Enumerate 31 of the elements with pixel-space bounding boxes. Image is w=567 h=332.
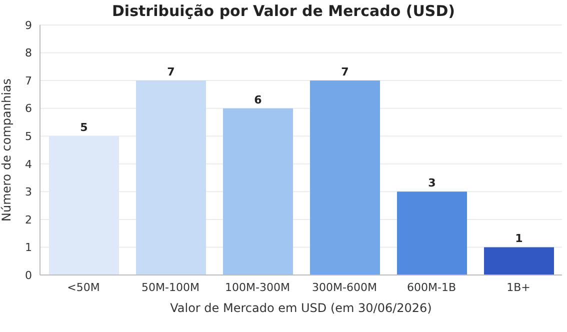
y-tick-label: 6 [25, 102, 32, 116]
bar [310, 80, 380, 275]
x-tick-label: 300M-600M [312, 280, 377, 294]
x-axis-title: Valor de Mercado em USD (em 30/06/2026) [170, 301, 432, 315]
data-label: 7 [167, 66, 175, 79]
x-tick-label: 1B+ [506, 280, 530, 294]
y-tick-label: 3 [25, 186, 32, 199]
y-tick-label: 0 [25, 268, 32, 282]
bar [136, 80, 206, 275]
data-label: 5 [80, 121, 88, 134]
y-tick-label: 9 [25, 18, 32, 32]
data-label: 6 [254, 93, 262, 106]
y-tick-label: 2 [25, 213, 32, 226]
y-tick-label: 1 [25, 241, 32, 254]
data-label: 7 [341, 66, 349, 79]
y-axis-title: Número de companhias [0, 78, 14, 222]
x-tick-label: 50M-100M [142, 280, 200, 294]
data-label: 1 [515, 232, 523, 246]
bar [397, 192, 467, 275]
y-tick-label: 7 [25, 74, 32, 88]
bar [223, 108, 293, 275]
bar [484, 247, 554, 275]
chart-title: Distribuição por Valor de Mercado (USD) [110, 2, 456, 20]
data-label: 3 [428, 176, 436, 190]
y-tick-label: 8 [25, 46, 32, 60]
y-tick-label: 5 [25, 130, 32, 144]
x-tick-label: <50M [67, 280, 100, 294]
x-tick-label: 100M-300M [225, 280, 290, 294]
x-tick-label: 600M-1B [406, 280, 456, 294]
bar [49, 136, 119, 275]
y-tick-label: 4 [25, 158, 32, 171]
